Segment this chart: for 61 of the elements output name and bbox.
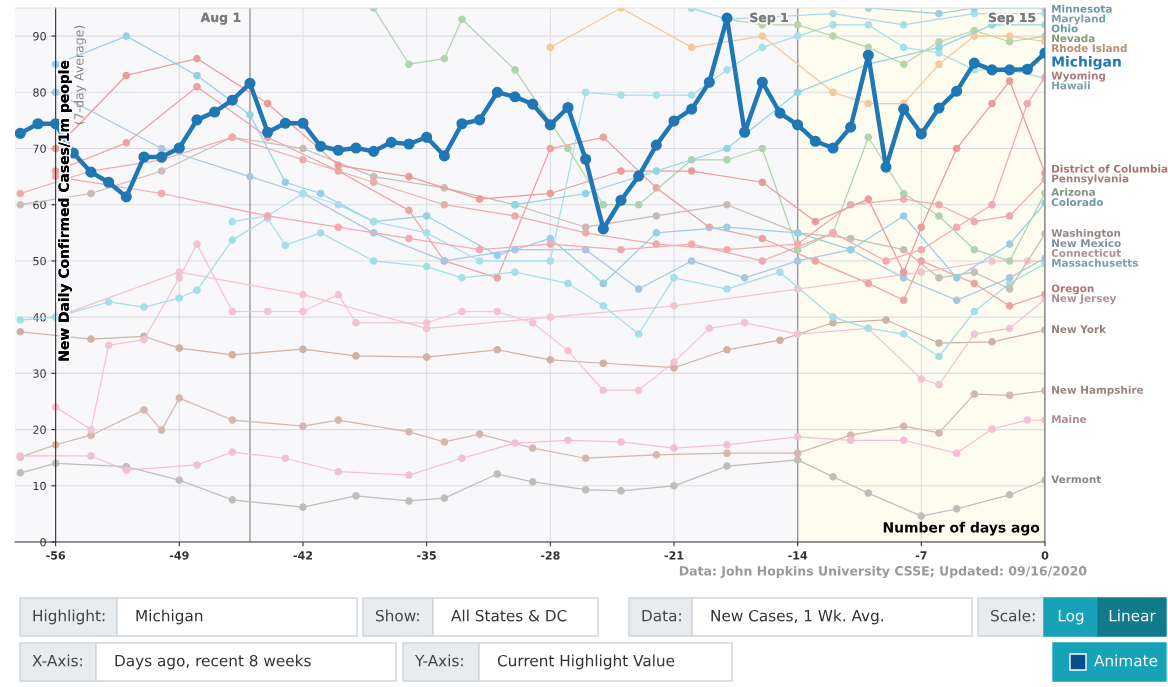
text: Show: [376,609,419,622]
series-label: District of Columbia [1052,164,1168,173]
series-label: New Hampshire [1052,385,1144,396]
series-label: New Mexico [1052,239,1121,248]
series-label: Maine [1052,414,1087,424]
y-tick-label: 20 [33,425,46,434]
text: Scale: [991,609,1035,622]
ref-line-label: Sep 15 [988,12,1036,25]
x-tick-label: 0 [1041,551,1049,560]
series-label: Nevada [1052,34,1095,43]
text: Current Highlight Value [497,654,675,670]
annotation: (7-day Average) [73,25,87,125]
y-tick-label: 50 [33,256,46,266]
series-label: New Jersey [1052,294,1117,305]
text: Highlight: [33,609,105,625]
x-tick-label: -28 [540,551,560,560]
x-tick-label: -35 [417,551,436,560]
ref-line-label: Aug 1 [200,12,241,25]
series-label: Maryland [1052,14,1106,25]
series-label: Minnesota [1052,4,1112,13]
text: All States & DC [451,609,567,622]
x-tick-label: -7 [915,551,927,560]
text: Michigan [136,609,203,625]
series-label: Massachusetts [1052,258,1138,267]
text: Animate [1094,654,1158,667]
text: Y-Axis: [414,654,463,667]
y-tick-label: 70 [33,144,46,153]
series-label: Washington [1051,228,1121,240]
y-tick-label: 30 [33,369,46,378]
x-tick-label: -21 [664,551,684,560]
series-label: Hawaii [1052,81,1090,90]
series-label: Michigan [1052,56,1121,70]
text: Days ago, recent 8 weeks [115,654,311,670]
text: X-Axis: [32,654,82,667]
series-label: Rhode Island [1052,43,1127,53]
series-label: Vermont [1051,475,1102,484]
x-tick-label: -14 [788,551,808,560]
y-tick-label: 0 [40,537,46,547]
text: Data: [642,610,681,622]
y-axis-title: New Daily Confirmed Cases/1m people [58,60,72,361]
y-tick-label: 60 [33,200,46,210]
y-tick-label: 90 [33,32,46,41]
x-axis-title: Number of days ago [883,521,1040,536]
series-label: Arizona [1051,187,1095,196]
series-label: New York [1052,325,1107,334]
y-tick-label: 10 [33,481,46,491]
text: Linear [1109,609,1156,622]
series-label: Connecticut [1051,248,1121,257]
ref-line-label: Sep 1 [750,12,788,25]
text: Data: John Hopkins University CSSE; Updated: 09/16/2020 [679,565,1087,579]
series-label: Ohio [1051,24,1078,33]
series-label: Pennsylvania [1052,174,1129,185]
series-label: Wyoming [1051,71,1106,82]
series-label: Colorado [1051,198,1104,207]
text: Log [1058,610,1084,625]
x-tick-label: -42 [293,551,313,560]
x-tick-label: -56 [46,551,66,560]
y-tick-label: 80 [33,88,46,97]
text: New Cases, 1 Wk. Avg. [711,609,883,625]
series-label: Oregon [1051,284,1094,295]
x-tick-label: -49 [169,551,189,560]
